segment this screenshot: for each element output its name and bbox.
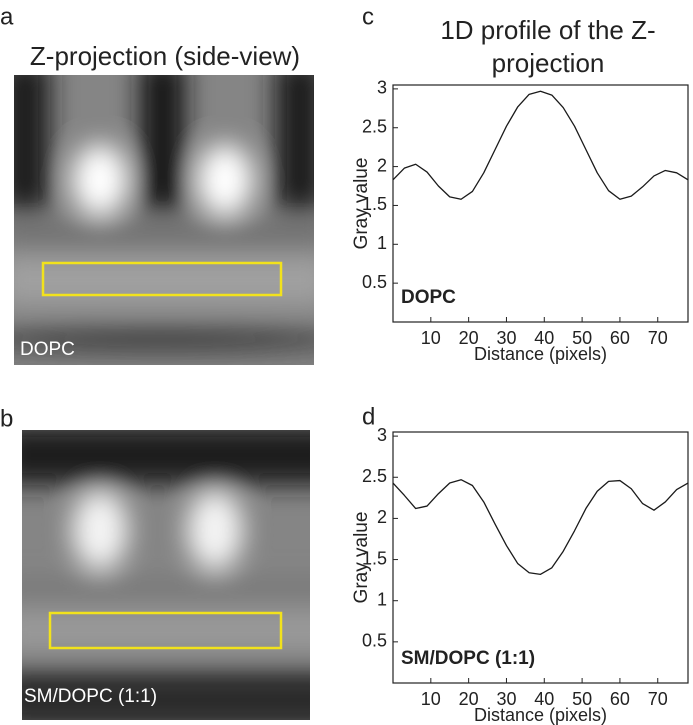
panel-label: c — [362, 3, 374, 30]
y-tick-label: 2.5 — [362, 466, 387, 486]
x-tick-label: 60 — [610, 328, 630, 348]
image-dopc — [14, 75, 314, 365]
roi-box — [41, 261, 283, 297]
y-tick-label: 1.5 — [362, 194, 387, 214]
x-axis-label: Distance (pixels) — [474, 344, 607, 364]
y-tick-label: 2.5 — [362, 116, 387, 136]
profile-line — [392, 90, 689, 200]
x-tick-label: 30 — [496, 328, 516, 348]
annotation: DOPC — [401, 287, 456, 308]
y-tick-label: 1.5 — [362, 548, 387, 568]
profile-line — [392, 479, 689, 576]
x-axis-label: Distance (pixels) — [474, 705, 607, 725]
image-title: Z-projection (side-view) — [30, 41, 300, 71]
image-label: DOPC — [20, 339, 75, 360]
chart-title: 1D profile of the Z-projection — [440, 15, 656, 78]
y-tick-label: 1 — [377, 589, 387, 609]
x-tick-label: 50 — [572, 689, 592, 709]
x-tick-label: 30 — [496, 689, 516, 709]
x-tick-label: 70 — [648, 328, 668, 348]
y-tick-label: 0.5 — [362, 272, 387, 292]
y-tick-label: 2 — [377, 507, 387, 527]
x-tick-label: 20 — [459, 689, 479, 709]
y-tick-label: 0.5 — [362, 631, 387, 651]
x-tick-label: 40 — [534, 328, 554, 348]
panel-label: b — [0, 405, 13, 432]
panel-label: a — [0, 3, 14, 30]
x-tick-label: 70 — [648, 689, 668, 709]
panel-label: d — [362, 403, 375, 430]
x-tick-label: 20 — [459, 328, 479, 348]
y-tick-label: 1 — [377, 233, 387, 253]
y-tick-label: 2 — [377, 155, 387, 175]
plot-frame — [392, 431, 689, 684]
roi-box — [48, 611, 283, 650]
x-tick-label: 10 — [421, 689, 441, 709]
image-sm-dopc — [22, 430, 310, 720]
y-tick-label: 3 — [377, 425, 387, 445]
x-tick-label: 50 — [572, 328, 592, 348]
annotation: SM/DOPC (1:1) — [401, 648, 535, 669]
y-axis-label: Gray value — [351, 512, 372, 604]
plot-frame — [392, 84, 689, 323]
x-tick-label: 60 — [610, 689, 630, 709]
image-label: SM/DOPC (1:1) — [24, 686, 157, 707]
y-axis-label: Gray value — [351, 158, 372, 250]
x-tick-label: 10 — [421, 328, 441, 348]
x-tick-label: 40 — [534, 689, 554, 709]
y-tick-label: 3 — [377, 78, 387, 98]
